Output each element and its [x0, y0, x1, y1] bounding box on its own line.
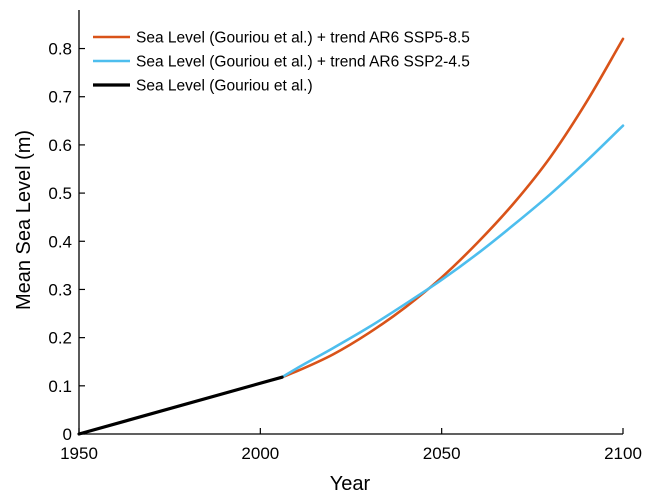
series-line-1: [280, 37, 625, 379]
y-tick-label: 0.5: [48, 184, 72, 203]
y-tick-label: 0.6: [48, 136, 72, 155]
x-tick-label: 2100: [604, 444, 642, 463]
x-tick-label: 2050: [423, 444, 461, 463]
x-tick-label: 1950: [60, 444, 98, 463]
y-tick-label: 0.7: [48, 88, 72, 107]
x-axis-label: Year: [330, 473, 371, 495]
ticks: 1950 2000 2050 2100 0 0.1 0.2 0.3 0.4 0.5 0.6 0.7 0.…: [48, 40, 642, 463]
y-tick-label: 0.3: [48, 280, 72, 299]
y-tick-label: 0.8: [48, 40, 72, 59]
legend-label-2: Sea Level (Gouriou et al.) + trend AR6 S…: [136, 54, 470, 71]
y-tick-label: 0.1: [48, 377, 72, 396]
plot-lines: [77, 37, 625, 436]
legend: Sea Level (Gouriou et al.) + trend AR6 S…: [93, 30, 470, 95]
y-tick-label: 0.4: [48, 232, 72, 251]
axes: [78, 10, 623, 435]
y-tick-label: 0.2: [48, 329, 72, 348]
series-line-2: [280, 124, 625, 379]
series-line-3: [77, 375, 284, 436]
x-tick-label: 2000: [241, 444, 279, 463]
y-axis-label: Mean Sea Level (m): [13, 130, 35, 310]
legend-label-1: Sea Level (Gouriou et al.) + trend AR6 S…: [136, 30, 470, 47]
y-tick-label: 0: [63, 425, 72, 444]
legend-label-3: Sea Level (Gouriou et al.): [136, 78, 313, 95]
